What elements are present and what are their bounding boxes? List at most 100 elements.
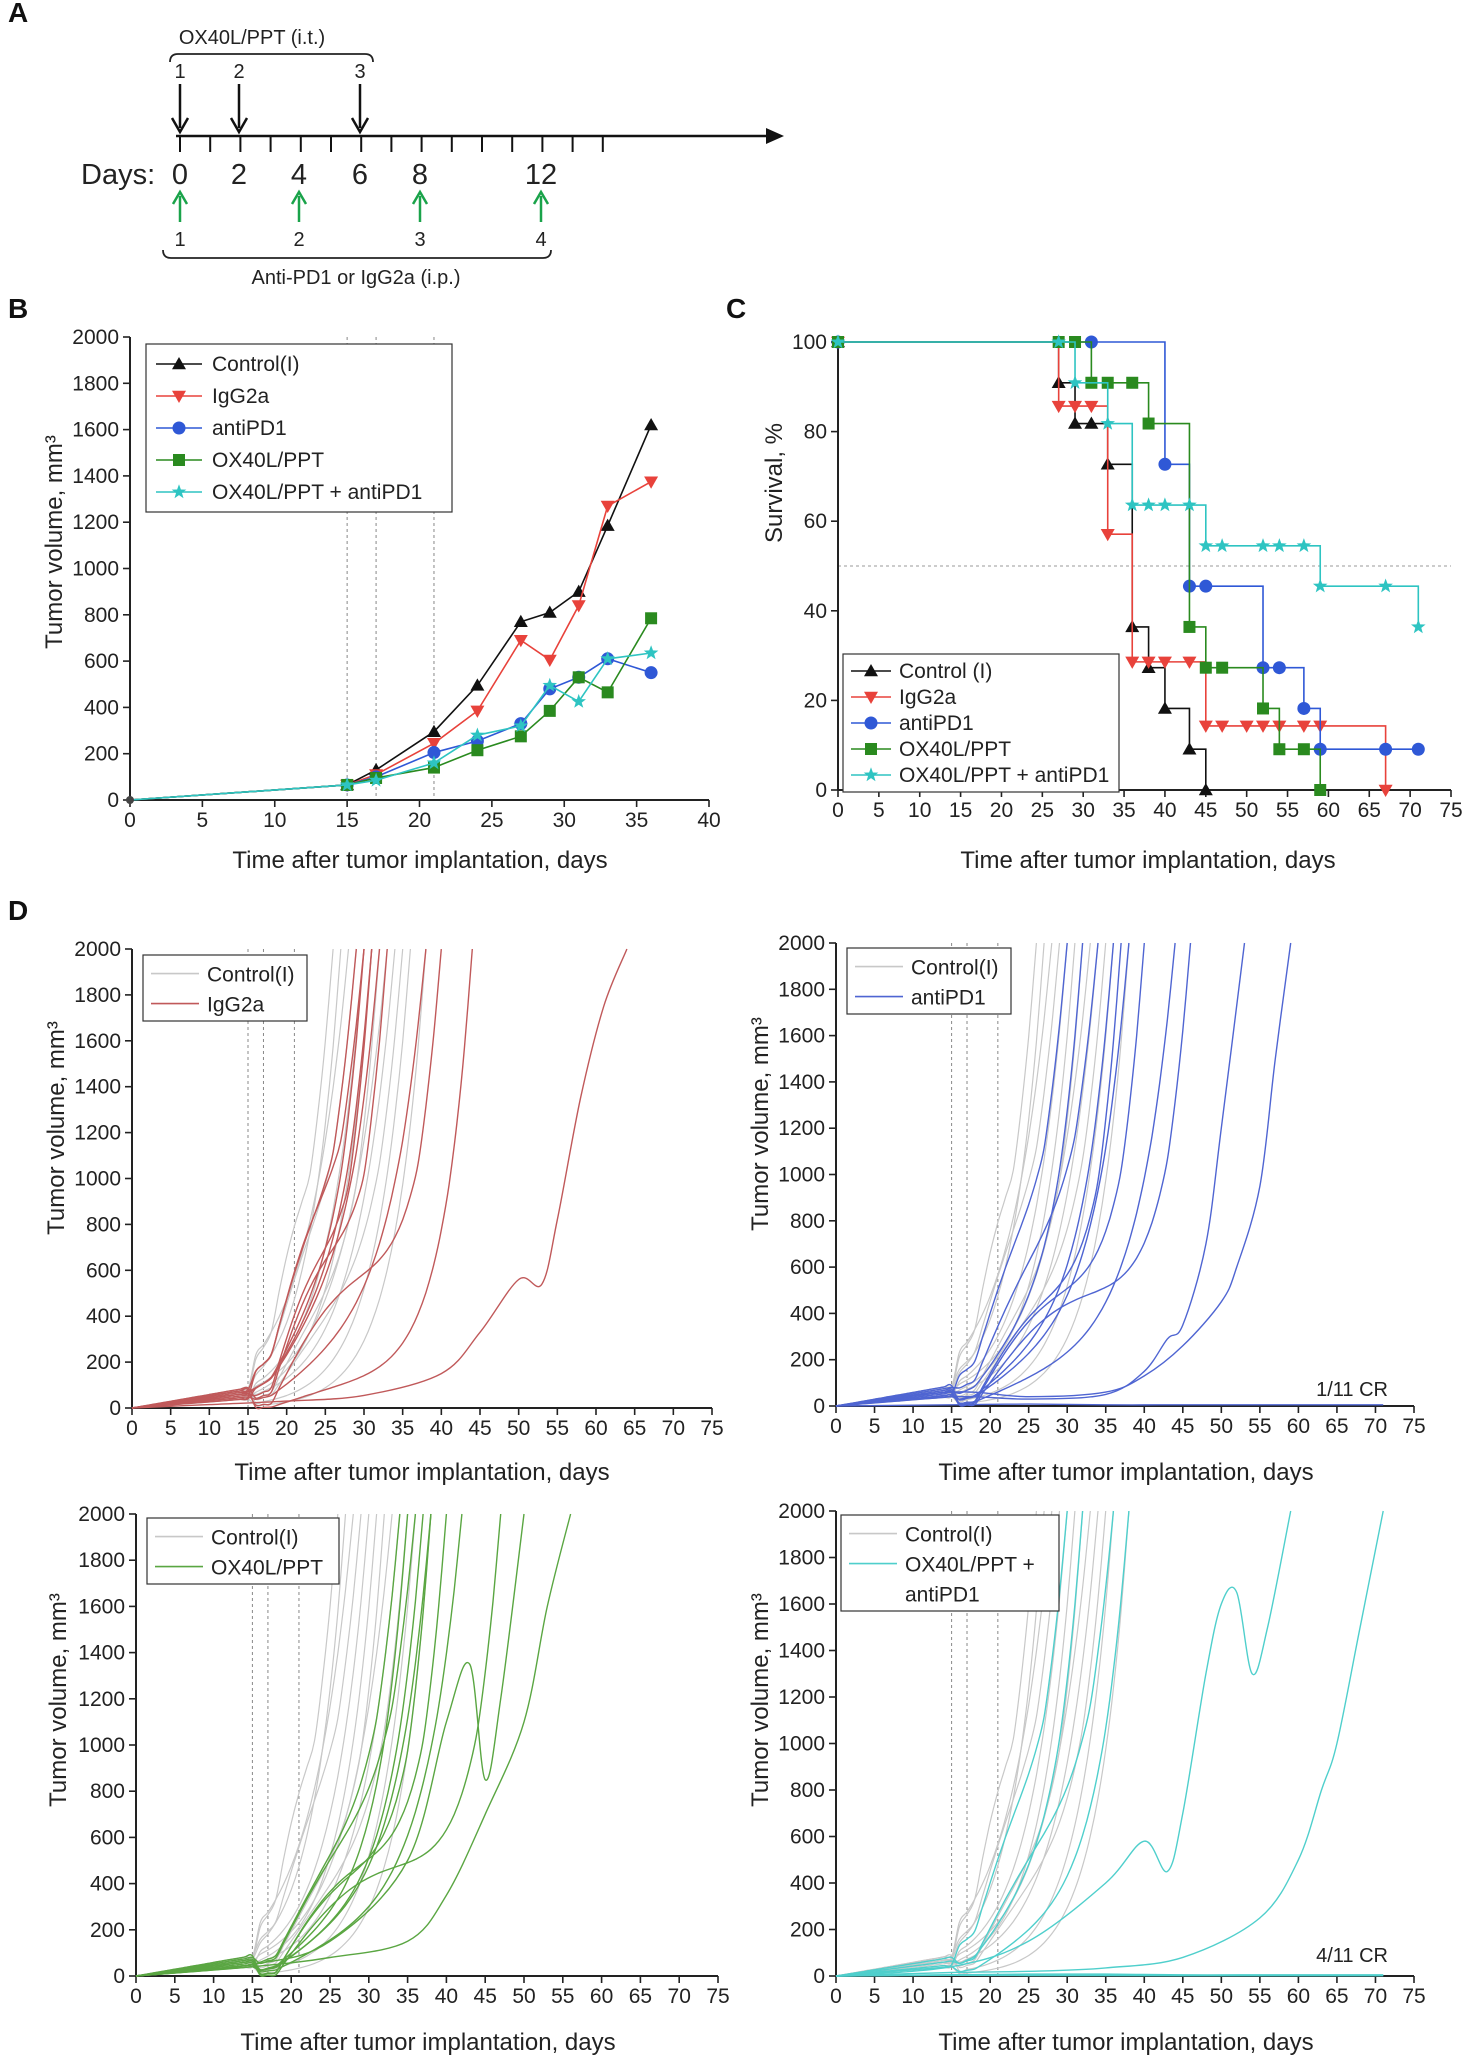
y-tick-label: 1800 [778,978,825,1001]
x-tick-label: 0 [126,1417,138,1440]
x-tick-label: 0 [830,1985,842,2008]
legend-marker [172,390,186,403]
x-tick-label: 55 [546,1417,569,1440]
y-tick-label: 0 [813,1965,825,1988]
data-point [1216,661,1229,674]
origin-point [126,796,134,804]
x-tick-label: 5 [165,1417,177,1440]
treatment-curve [135,1513,448,1977]
x-tick-label: 5 [873,799,885,822]
y-tick-label: 1600 [74,1030,121,1053]
x-tick-label: 55 [1276,799,1299,822]
data-point [513,718,529,733]
series-line-4 [129,652,652,801]
x-tick-label: 40 [1133,1985,1156,2008]
data-point [471,744,484,757]
legend-label: Control(I) [911,957,999,980]
data-point [1125,656,1140,669]
legend-label: OX40L/PPT [212,449,324,472]
x-tick-label: 20 [978,1415,1001,1438]
y-tick-label: 1600 [72,419,119,442]
legend-marker [172,357,186,370]
bottom-dose-3: 3 [414,229,425,251]
y-tick-label: 0 [109,1397,121,1420]
legend-label: Control (I) [899,660,992,683]
data-point [1198,538,1214,553]
y-axis-label: Tumor volume, mm³ [747,1593,774,1807]
data-point [1273,743,1286,756]
y-axis-label: Tumor volume, mm³ [747,1017,774,1231]
data-point [572,671,585,684]
timeline-ticks [179,136,604,152]
y-tick-label: 200 [84,743,119,766]
x-tick-label: 10 [908,799,931,822]
legend-marker [864,664,878,677]
data-point [1215,720,1230,733]
bottom-bracket [162,249,552,259]
panel-d-ox40l: 0 5 10 15 20 25 30 35 40 45 50 55 60 65 70 75 0 200 400 600… [45,1503,730,2056]
x-axis-label: Time after tumor implantation, days [960,847,1335,874]
legend-label: Control(I) [211,1527,299,1550]
y-tick-label: 20 [804,689,827,712]
x-tick-label: 50 [1210,1985,1233,2008]
data-point [542,605,557,618]
treatment-curve [131,948,473,1410]
x-tick-label: 15 [335,809,358,832]
x-tick-label: 0 [124,809,136,832]
panel-d-combo: 0 5 10 15 20 25 30 35 40 45 50 55 60 65 70 75 0 200 400 600… [747,1500,1426,2056]
data-point [426,724,441,737]
data-point [1411,742,1425,756]
x-tick-label: 65 [1325,1985,1348,2008]
data-point [1296,720,1311,733]
bottom-bracket-label: Anti-PD1 or IgG2a (i.p.) [252,267,461,289]
legend-marker [172,421,186,435]
x-axis-label: Time after tumor implantation, days [938,1459,1313,1486]
series-line-1 [129,480,652,801]
data-point [1256,720,1271,733]
x-tick-label: 50 [507,1417,530,1440]
treatment-curve-late [835,942,1246,1407]
y-tick-label: 2000 [778,1500,825,1523]
y-tick-label: 600 [84,650,119,673]
legend-label: IgG2a [899,686,957,709]
y-axis-label: Tumor volume, mm³ [43,1021,70,1235]
data-point [1378,578,1393,593]
panel-d-igg2a: 0 5 10 15 20 25 30 35 40 45 50 55 60 65 70 75 0 200 400 600… [43,938,724,1486]
y-tick-label: 800 [790,1210,825,1233]
x-tick-label: 0 [130,1985,142,2008]
x-tick-label: 60 [1287,1985,1310,2008]
treatment-curve-late [835,1974,1384,1977]
x-tick-label: 35 [1094,1985,1117,2008]
legend-label: antiPD1 [911,987,986,1010]
x-tick-label: 15 [236,1417,259,1440]
treatment-curve-late [835,1510,1384,1977]
legend-label: OX40L/PPT + antiPD1 [899,764,1109,787]
x-tick-label: 75 [1402,1415,1425,1438]
x-tick-label: 15 [940,1985,963,2008]
y-tick-label: 400 [84,696,119,719]
y-tick-label: 2000 [778,932,825,955]
y-axis-label: Survival, % [761,423,788,543]
treatment-curve-late [835,1510,1292,1977]
x-tick-label: 20 [978,1985,1001,2008]
legend-marker [171,484,187,499]
legend-marker [864,691,878,704]
x-tick-label: 10 [202,1985,225,2008]
y-tick-label: 1000 [74,1168,121,1191]
y-tick-label: 2000 [74,938,121,961]
data-point [1068,400,1083,414]
legend-box [840,1514,1060,1612]
x-tick-label: 30 [1056,1985,1079,2008]
y-tick-label: 1200 [778,1117,825,1140]
top-bracket-label: OX40L/PPT (i.t.) [179,27,325,49]
x-tick-label: 25 [480,809,503,832]
y-tick-label: 1400 [74,1076,121,1099]
data-point [1297,701,1311,715]
x-tick-label: 25 [1017,1415,1040,1438]
y-tick-label: 0 [107,789,119,812]
x-tick-label: 70 [1364,1415,1387,1438]
y-tick-label: 1800 [778,1547,825,1570]
data-point [1051,400,1066,414]
x-tick-label: 65 [629,1985,652,2008]
x-tick-label: 20 [408,809,431,832]
